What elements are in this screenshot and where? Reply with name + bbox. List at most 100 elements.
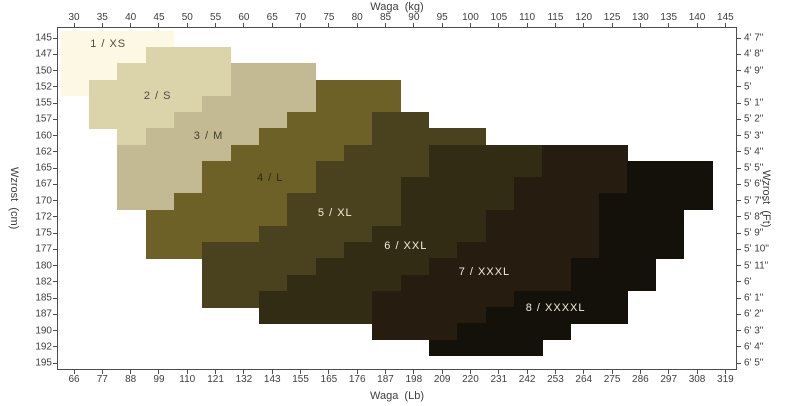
size-region-segment-XL [202, 274, 288, 292]
tick-label-bottom: 242 [518, 374, 536, 385]
tick-label-bottom: 308 [688, 374, 706, 385]
tick-mark [737, 216, 741, 218]
size-region-segment-XL [372, 112, 430, 129]
size-region-segment-L [174, 193, 288, 211]
tick-mark [639, 23, 641, 27]
tick-label-bottom: 253 [547, 374, 564, 385]
tick-mark [737, 248, 741, 250]
tick-label-top: 105 [490, 12, 508, 23]
size-region-segment-XXL [400, 177, 515, 194]
tick-mark [668, 23, 670, 27]
tick-label-top: 135 [660, 12, 678, 23]
tick-mark [53, 362, 57, 364]
tick-label-top: 30 [68, 12, 80, 23]
tick-mark [737, 135, 741, 136]
tick-mark [356, 370, 358, 374]
tick-label-top: 60 [238, 12, 250, 23]
tick-label-top: 85 [379, 12, 392, 23]
tick-mark [639, 370, 641, 374]
tick-mark [554, 23, 556, 27]
tick-mark [498, 23, 500, 27]
tick-label-bottom: 319 [717, 374, 734, 385]
tick-mark [385, 23, 387, 27]
tick-label-bottom: 110 [179, 374, 196, 385]
tick-mark [737, 281, 741, 283]
tick-label-right: 4' 7" [744, 32, 764, 44]
size-region-segment-XL [315, 177, 402, 194]
size-region-segment-XL [372, 128, 486, 146]
tick-label-right: 5' 2" [744, 113, 764, 125]
size-region-segment-XXXXL [570, 274, 656, 292]
tick-label-bottom: 231 [490, 374, 508, 385]
left-axis-tick-labels: 145 147 150 152 155 157 160 162 165 167 170 172 175 1… [18, 27, 52, 370]
tick-mark [53, 346, 57, 348]
tick-mark [53, 330, 57, 331]
tick-label-right: 5' 4" [744, 146, 764, 158]
tick-mark [737, 118, 741, 120]
tick-label-right: 5' 10" [744, 243, 769, 255]
size-region-segment-XXXL [457, 242, 600, 259]
size-region-segment-XXXL [542, 160, 628, 178]
size-region-segment-S [145, 47, 232, 64]
size-region-segment-XL [287, 193, 402, 211]
size-region-segment-L [145, 209, 288, 227]
tick-mark [300, 370, 302, 374]
tick-label-top: 50 [181, 12, 193, 23]
size-region-segment-XXXL [513, 177, 628, 194]
tick-mark [130, 23, 132, 27]
tick-mark [469, 370, 471, 374]
tick-label-bottom: 209 [433, 374, 451, 385]
tick-mark [186, 23, 188, 27]
tick-mark [441, 370, 443, 374]
size-region-segment-XXXL [372, 290, 515, 308]
size-region-segment-XXL [400, 209, 486, 227]
size-region-segment-XL [202, 258, 317, 276]
size-region-segment-L [230, 144, 345, 162]
tick-label-right: 4' 8" [744, 48, 764, 60]
tick-label-left: 160 [35, 130, 52, 141]
tick-label-top: 125 [603, 12, 621, 23]
tick-label-left: 167 [35, 178, 52, 190]
tick-label-right: 6' 3" [744, 325, 764, 336]
size-region-segment-XXXXL [598, 225, 685, 243]
tick-label-top: 140 [688, 12, 706, 23]
size-region-segment-XXL [372, 225, 486, 243]
tick-mark [737, 313, 741, 315]
tick-mark [737, 167, 741, 169]
size-region-segment-S [89, 112, 175, 129]
tick-label-top: 55 [210, 12, 222, 23]
tick-mark [101, 23, 103, 27]
tick-mark [554, 370, 556, 374]
tick-label-left: 175 [35, 227, 52, 239]
size-region-segment-M [202, 95, 317, 113]
tick-label-left: 162 [35, 146, 52, 158]
tick-mark [526, 23, 528, 27]
tick-mark [53, 200, 57, 201]
tick-mark [271, 23, 273, 27]
tick-label-top: 80 [351, 12, 363, 23]
tick-label-right: 4' 9" [744, 65, 764, 76]
tick-mark [243, 370, 245, 374]
bottom-axis-title: Waga (Lb) [369, 390, 424, 402]
tick-label-bottom: 143 [263, 374, 281, 385]
tick-label-top: 40 [125, 12, 137, 23]
tick-label-top: 120 [575, 12, 593, 23]
tick-mark [413, 370, 415, 374]
tick-mark [53, 151, 57, 153]
tick-label-right: 5' 8" [744, 211, 764, 223]
tick-mark [328, 23, 330, 27]
tick-label-bottom: 275 [603, 374, 621, 385]
size-region-segment-L [287, 112, 373, 129]
size-region-segment-M [117, 144, 232, 162]
size-region-segment-XL [315, 160, 430, 178]
size-region-segment-XXXXL [598, 209, 685, 227]
tick-label-top: 110 [519, 12, 536, 23]
tick-mark [271, 370, 273, 374]
size-region-segment-XS [60, 47, 147, 64]
tick-label-bottom: 165 [320, 374, 338, 385]
tick-mark [53, 232, 57, 234]
tick-label-left: 145 [35, 32, 52, 44]
tick-label-top: 95 [436, 12, 448, 23]
tick-mark [53, 86, 57, 88]
tick-label-right: 5' 7" [744, 195, 764, 206]
